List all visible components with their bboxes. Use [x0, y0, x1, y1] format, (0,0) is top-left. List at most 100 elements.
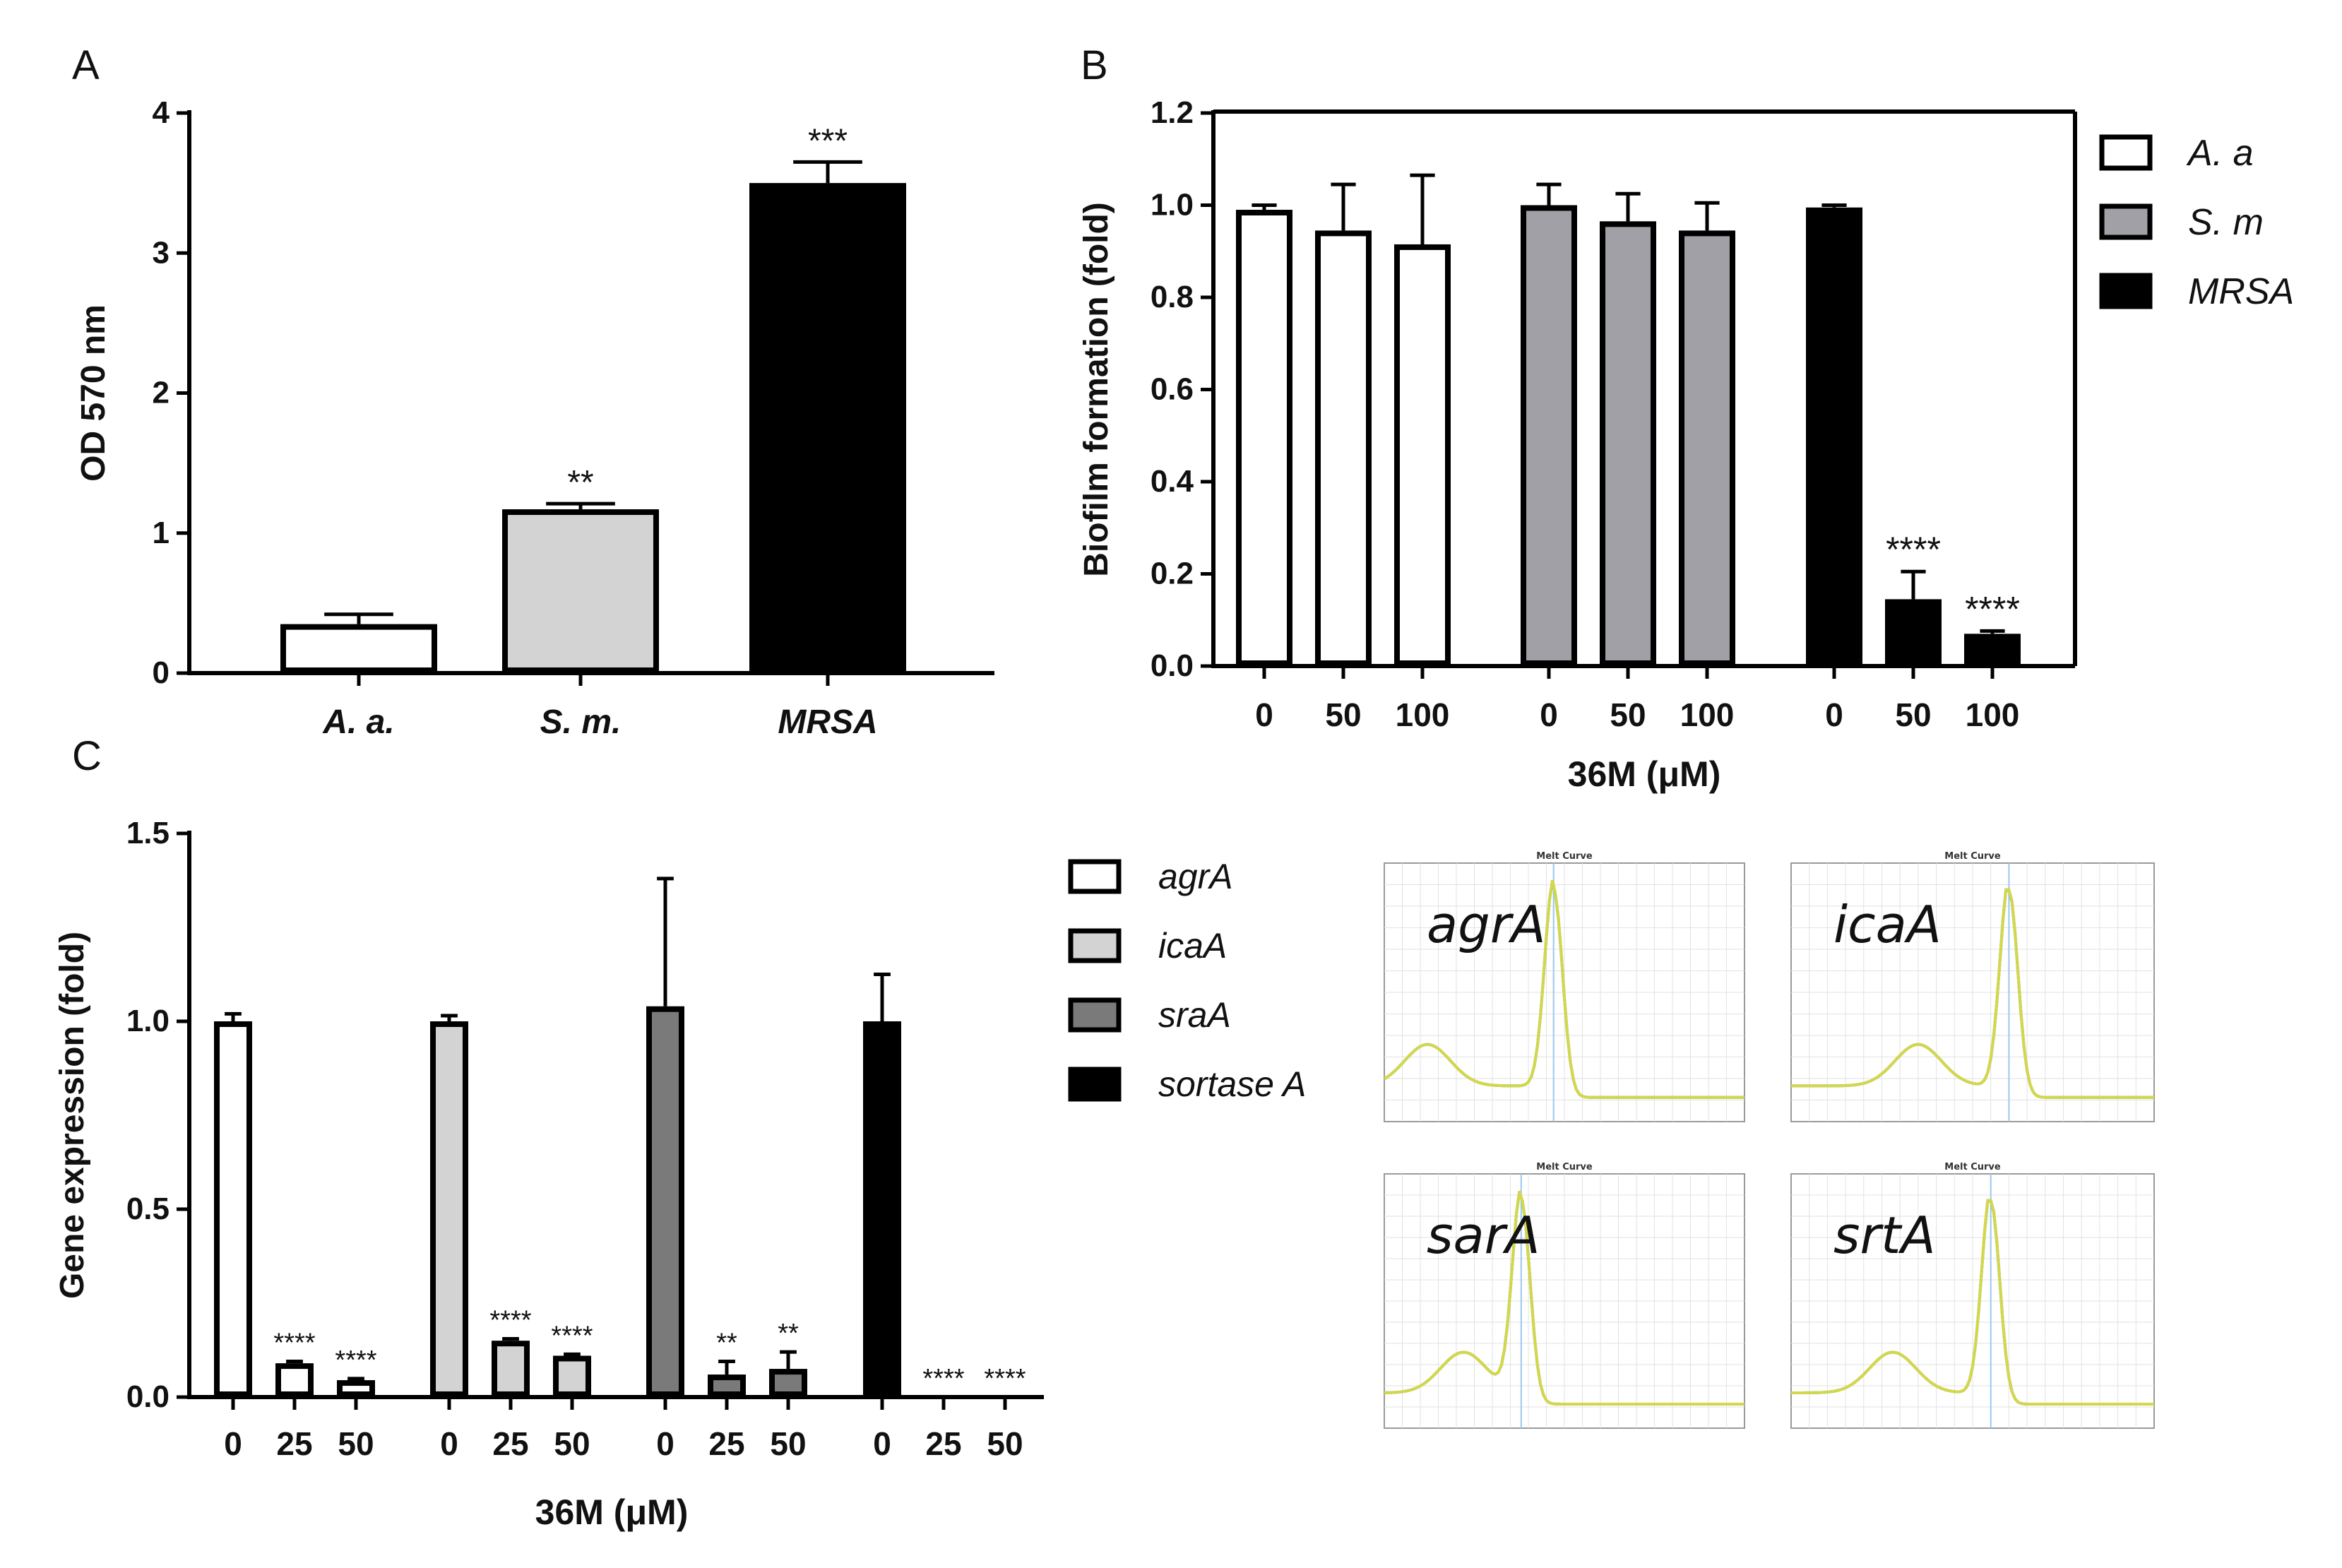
legend-label: S. m: [2188, 202, 2264, 243]
x-tick-label: MRSA: [778, 703, 877, 741]
x-tick-label: 25: [708, 1425, 744, 1462]
bar: [502, 509, 659, 673]
x-tick-label: 50: [770, 1425, 806, 1462]
melt-curve-line: [1791, 888, 2154, 1099]
melt-plot-title: Melt Curve: [1944, 1162, 2001, 1172]
legend-swatch: [1068, 997, 1122, 1033]
legend-label: icaA: [1158, 926, 1227, 966]
bar: [863, 1021, 901, 1397]
bar: [1236, 210, 1292, 666]
y-tick-label: 0.5: [126, 1192, 170, 1226]
legend-label: A. a: [2186, 133, 2254, 174]
x-tick-label: 50: [1325, 696, 1361, 733]
bar: [214, 1021, 252, 1397]
x-tick-label: S. m.: [540, 703, 622, 741]
significance-label: **: [716, 1328, 737, 1358]
legend-swatch: [2099, 203, 2153, 240]
x-tick-label: 50: [1610, 696, 1646, 733]
y-tick-label: 1: [153, 516, 170, 550]
y-axis-title: Gene expression (fold): [54, 932, 91, 1299]
panel-letter-a: A: [72, 42, 100, 88]
x-tick-label: 100: [1396, 696, 1450, 733]
bar: [1885, 599, 1942, 667]
x-tick-label: A. a.: [322, 703, 394, 741]
significance-label: ***: [808, 122, 848, 160]
bar: [430, 1021, 468, 1397]
bar: [1600, 221, 1656, 666]
panel-letter-c: C: [72, 733, 102, 779]
significance-label: ****: [984, 1364, 1026, 1394]
significance-label: **: [778, 1319, 799, 1348]
bar: [337, 1380, 375, 1398]
y-tick-label: 0.4: [1151, 464, 1194, 499]
melt-gene-label: srtA: [1833, 1206, 1936, 1265]
x-tick-label: 50: [554, 1425, 590, 1462]
bar: [1521, 205, 1577, 666]
melt-curve-panels: Melt Curve agrA Melt Curve icaA Melt Curve sa…: [1383, 851, 2155, 1429]
legend-swatch: [2099, 273, 2153, 309]
x-tick-label: 100: [1680, 696, 1735, 733]
x-axis-title: 36M (μM): [1568, 754, 1721, 794]
bar: [553, 1355, 591, 1397]
y-tick-label: 4: [153, 95, 170, 130]
y-tick-label: 1.2: [1151, 95, 1194, 130]
significance-label: **: [567, 464, 593, 501]
melt-plot-title: Melt Curve: [1536, 1162, 1593, 1172]
chart-a: 0 1 2 3 4 OD 570 nm A. a. ** S. m. *** MRSA: [75, 95, 994, 741]
bar: [1964, 634, 2021, 667]
bar: [769, 1369, 807, 1397]
bar: [1679, 230, 1735, 666]
melt-gene-label: icaA: [1833, 895, 1942, 954]
y-axis-title: Biofilm formation (fold): [1078, 202, 1115, 577]
x-tick-label: 0: [224, 1425, 242, 1462]
x-tick-label: 50: [338, 1425, 374, 1462]
x-tick-label: 0: [1255, 696, 1273, 733]
significance-label: ****: [273, 1328, 315, 1358]
y-tick-label: 0: [153, 655, 170, 690]
y-axis-title: OD 570 nm: [75, 304, 112, 482]
y-tick-label: 0.0: [1151, 648, 1194, 683]
y-tick-label: 0.0: [126, 1379, 170, 1414]
x-tick-label: 50: [1895, 696, 1931, 733]
bar: [275, 1363, 314, 1397]
panel-letter-b: B: [1081, 42, 1108, 88]
significance-label: ****: [1965, 589, 2020, 629]
y-tick-label: 2: [153, 376, 170, 410]
legend-label: sraA: [1158, 995, 1231, 1035]
y-tick-label: 1.5: [126, 816, 170, 850]
melt-plot-title: Melt Curve: [1536, 851, 1593, 862]
melt-curve-line: [1383, 879, 1744, 1099]
x-tick-label: 0: [1825, 696, 1843, 733]
melt-gene-label: sarA: [1427, 1206, 1540, 1265]
bar: [708, 1374, 746, 1397]
bar: [749, 183, 906, 673]
significance-label: ****: [922, 1364, 964, 1394]
x-tick-label: 25: [492, 1425, 528, 1462]
bar: [646, 1006, 684, 1397]
bar: [1806, 207, 1862, 666]
x-tick-label: 0: [1540, 696, 1558, 733]
x-tick-label: 0: [656, 1425, 674, 1462]
y-tick-label: 1.0: [1151, 188, 1194, 222]
x-axis-title: 36M (μM): [535, 1492, 689, 1532]
legend-label: agrA: [1158, 857, 1233, 896]
bar: [1315, 230, 1372, 666]
y-tick-label: 0.8: [1151, 280, 1194, 314]
legend-swatch: [1068, 859, 1122, 894]
significance-label: ****: [489, 1306, 531, 1336]
y-tick-label: 1.0: [126, 1004, 170, 1038]
legend-swatch: [1068, 1067, 1122, 1102]
y-tick-label: 3: [153, 235, 170, 270]
y-tick-label: 0.6: [1151, 372, 1194, 407]
bar: [280, 624, 437, 673]
x-tick-label: 25: [925, 1425, 961, 1462]
x-tick-label: 0: [873, 1425, 891, 1462]
melt-curve-line: [1384, 1190, 1744, 1406]
bar: [492, 1341, 530, 1397]
x-tick-label: 100: [1966, 696, 2020, 733]
significance-label: ****: [335, 1346, 376, 1375]
y-tick-label: 0.2: [1151, 557, 1194, 591]
melt-gene-label: agrA: [1427, 895, 1546, 954]
